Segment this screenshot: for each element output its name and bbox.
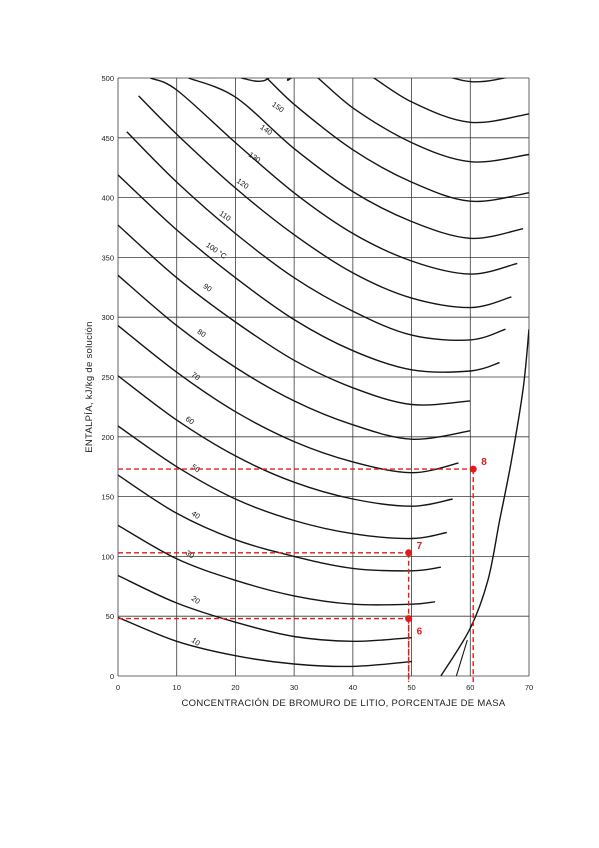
state-point-marker <box>405 549 413 557</box>
isotherm-label: 60 <box>184 414 196 426</box>
x-tick-label: 70 <box>525 683 533 692</box>
isotherm-curve <box>118 274 471 440</box>
isotherm-label: 130 <box>247 150 262 165</box>
isotherm-curve <box>118 574 412 643</box>
isotherm-curve <box>118 474 441 572</box>
isotherm-curve <box>214 78 529 203</box>
x-tick-label: 10 <box>173 683 181 692</box>
y-tick-label: 250 <box>101 373 114 382</box>
y-tick-label: 200 <box>101 433 114 442</box>
isotherm-label: 30 <box>184 548 196 560</box>
isotherm-curve <box>118 325 459 474</box>
isotherm-label: 100 °C <box>204 240 228 261</box>
state-point-label: 8 <box>481 457 487 468</box>
isotherm-label: 10 <box>190 636 202 648</box>
isotherm-curve <box>118 425 447 540</box>
x-axis-title: CONCENTRACIÓN DE BROMURO DE LITIO, PORCE… <box>182 698 506 709</box>
y-tick-label: 450 <box>101 134 114 143</box>
y-tick-label: 350 <box>101 253 114 262</box>
isotherm-label: 80 <box>196 327 208 339</box>
y-tick-label: 400 <box>101 194 114 203</box>
isotherm-curve <box>118 224 471 406</box>
y-tick-label: 500 <box>101 74 114 83</box>
isotherm-label: 40 <box>190 509 202 521</box>
y-tick-label: 300 <box>101 313 114 322</box>
isotherm-label: 90 <box>202 282 214 294</box>
isotherm-curve <box>264 78 529 124</box>
isotherm-label: 70 <box>190 370 202 382</box>
y-tick-label: 150 <box>101 493 114 502</box>
isotherm-curve <box>118 174 500 373</box>
state-point-label: 6 <box>417 627 423 638</box>
isotherm-label: 20 <box>190 594 202 606</box>
crystallization-curve <box>440 329 529 676</box>
y-tick-label: 50 <box>106 612 114 621</box>
isotherm-curve <box>138 95 512 309</box>
x-tick-label: 40 <box>349 683 357 692</box>
state-point-marker <box>469 465 477 473</box>
grid-layer <box>117 77 530 677</box>
isotherm-curve <box>188 78 524 240</box>
isotherm-label: 120 <box>235 176 250 191</box>
x-tick-label: 30 <box>290 683 298 692</box>
y-tick-label: 100 <box>101 552 114 561</box>
state-point-marker <box>405 615 413 623</box>
marker-layer: 6 7 8 <box>118 457 487 682</box>
isotherm-curve <box>286 78 508 83</box>
isotherm-label: 150 <box>270 100 285 115</box>
state-point-label: 7 <box>417 541 423 552</box>
x-tick-label: 0 <box>116 683 120 692</box>
isotherm-label: 50 <box>190 462 202 474</box>
y-tick-label: 0 <box>110 672 114 681</box>
x-tick-label: 20 <box>231 683 239 692</box>
isotherm-curve <box>126 131 506 341</box>
y-axis-title: ENTALPÍA, kJ/kg de solución <box>84 321 95 452</box>
x-tick-label: 60 <box>466 683 474 692</box>
isotherm-curve <box>150 78 518 275</box>
isotherm-curve <box>118 524 436 606</box>
crystallization-curve-secondary <box>455 639 468 676</box>
isotherm-curve <box>118 375 453 507</box>
tick-label-layer: 0 10 20 30 40 50 60 70 0 50 100 150 200 250 300 350 400 4… <box>101 74 533 692</box>
isotherm-curve <box>241 78 529 163</box>
isotherm-curve <box>118 616 412 668</box>
x-tick-label: 50 <box>407 683 415 692</box>
isotherm-label: 140 <box>259 122 274 137</box>
